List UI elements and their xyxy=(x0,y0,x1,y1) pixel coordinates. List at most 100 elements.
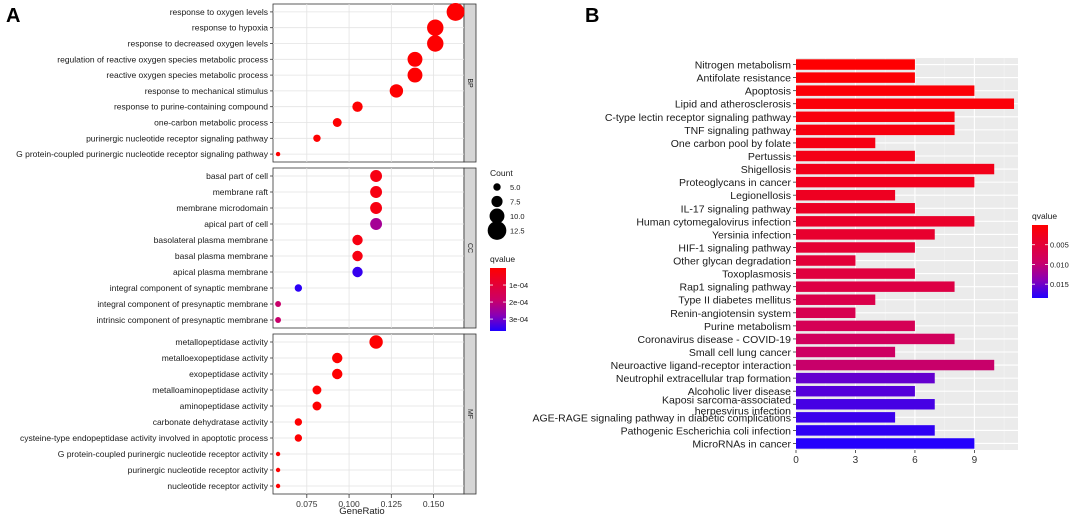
colorbar-label: 0.015 xyxy=(1050,280,1069,289)
category-label: HIF-1 signaling pathway xyxy=(678,242,791,254)
count-legend-dot xyxy=(493,183,501,191)
dot xyxy=(275,151,281,157)
facet-strip xyxy=(463,167,477,329)
category-label: Apoptosis xyxy=(745,86,791,98)
facet-strip-label: BP xyxy=(466,78,473,88)
category-label: Pertussis xyxy=(748,151,791,163)
qvalue-legend-a-title: qvalue xyxy=(490,254,515,264)
colorbar-label: 1e-04 xyxy=(509,281,528,290)
term-label: basal part of cell xyxy=(206,171,268,181)
category-label: AGE-RAGE signaling pathway in diabetic c… xyxy=(532,412,791,424)
term-label: integral component of synaptic membrane xyxy=(110,283,269,293)
term-label: carbonate dehydratase activity xyxy=(153,417,269,427)
bar xyxy=(796,399,935,410)
category-label: Alcoholic liver disease xyxy=(688,386,791,398)
panel-b-letter: B xyxy=(585,5,599,27)
dot xyxy=(370,170,383,182)
term-label: basolateral plasma membrane xyxy=(154,235,269,245)
term-label: intrinsic component of presynaptic membr… xyxy=(97,315,269,325)
category-label: Small cell lung cancer xyxy=(689,347,792,359)
term-label: integral component of presynaptic membra… xyxy=(97,299,268,309)
dot xyxy=(275,451,281,457)
category-label: Kaposi sarcoma-associated herpesvirus inf… xyxy=(662,394,791,417)
bar xyxy=(796,242,915,253)
dot xyxy=(446,2,465,21)
term-label: cysteine-type endopeptidase activity inv… xyxy=(20,433,268,443)
dot xyxy=(294,284,303,292)
x-tick-label: 0.150 xyxy=(423,499,445,509)
term-label: G protein-coupled purinergic nucleotide … xyxy=(16,149,269,159)
term-label: apical part of cell xyxy=(204,219,268,229)
category-label: Type II diabetes mellitus xyxy=(678,295,791,307)
category-label-line: herpesvirus infection xyxy=(695,405,791,417)
go-dot-plot: BP response to oxygen levels response to h… xyxy=(16,2,477,509)
term-label: one-carbon metabolic process xyxy=(154,118,268,128)
category-label: One carbon pool by folate xyxy=(671,138,791,150)
dot xyxy=(427,19,444,36)
category-label: Human cytomegalovirus infection xyxy=(636,216,791,228)
dot xyxy=(352,266,363,278)
category-label: Neuroactive ligand-receptor interaction xyxy=(611,360,792,372)
dot xyxy=(275,483,281,489)
facet-panel-cc xyxy=(272,167,465,329)
category-label: Proteoglycans in cancer xyxy=(679,177,792,189)
dot xyxy=(312,401,322,411)
facet-panel-mf xyxy=(272,333,465,495)
category-label: Purine metabolism xyxy=(704,321,791,333)
bar xyxy=(796,294,876,305)
dot xyxy=(427,35,444,52)
dot xyxy=(332,118,342,127)
x-tick-label: 0 xyxy=(793,455,799,466)
category-label: Nitrogen metabolism xyxy=(695,60,792,72)
category-label: C-type lectin receptor signaling pathway xyxy=(605,112,792,124)
count-legend-label: 12.5 xyxy=(510,227,525,236)
bar xyxy=(796,216,975,227)
qvalue-colorbar-b xyxy=(1032,225,1048,298)
qvalue-legend-b: qvalue 0.005 0.010 0.015 xyxy=(1032,211,1069,298)
term-label: metalloaminopeptidase activity xyxy=(152,385,269,395)
colorbar-label: 0.010 xyxy=(1050,260,1069,269)
category-label: Toxoplasmosis xyxy=(722,269,791,281)
dot xyxy=(294,434,303,442)
term-label: regulation of reactive oxygen species me… xyxy=(57,54,268,64)
colorbar-label: 0.005 xyxy=(1050,241,1069,250)
term-label: response to mechanical stimulus xyxy=(145,86,268,96)
bar xyxy=(796,268,915,279)
term-label: aminopeptidase activity xyxy=(180,401,269,411)
count-legend-label: 7.5 xyxy=(510,198,520,207)
facet-strip-label: CC xyxy=(466,243,473,253)
colorbar-label: 3e-04 xyxy=(509,315,528,324)
dot xyxy=(275,301,282,307)
dot xyxy=(352,234,363,246)
facet-strip-label: MF xyxy=(466,409,473,419)
dot xyxy=(370,186,383,198)
bar xyxy=(796,425,935,436)
bar xyxy=(796,320,915,332)
dot xyxy=(313,134,321,142)
bar xyxy=(796,412,896,423)
count-legend-label: 10.0 xyxy=(510,212,525,221)
category-label: MicroRNAs in cancer xyxy=(692,438,791,450)
bar xyxy=(796,189,896,201)
bar xyxy=(796,176,975,188)
bar xyxy=(796,359,995,371)
term-label: response to oxygen levels xyxy=(170,7,268,17)
bar xyxy=(796,385,915,397)
category-label: TNF signaling pathway xyxy=(684,125,792,137)
bar xyxy=(796,59,915,70)
count-legend-dot xyxy=(491,195,503,208)
dot xyxy=(389,84,404,98)
term-label: response to purine-containing compound xyxy=(114,102,268,112)
qvalue-legend-a: qvalue 1e-04 2e-04 3e-04 xyxy=(490,254,528,331)
panel-a-letter: A xyxy=(6,5,20,27)
term-label: reactive oxygen species metabolic proces… xyxy=(106,70,268,80)
x-tick-label: 0.075 xyxy=(296,499,318,509)
x-tick-label: 6 xyxy=(912,455,918,466)
dot xyxy=(407,51,423,67)
dot xyxy=(352,250,363,262)
plot-background xyxy=(796,58,1018,450)
term-label: metalloexopeptidase activity xyxy=(162,353,269,363)
facet-strip xyxy=(463,3,477,163)
bar xyxy=(796,98,1015,109)
